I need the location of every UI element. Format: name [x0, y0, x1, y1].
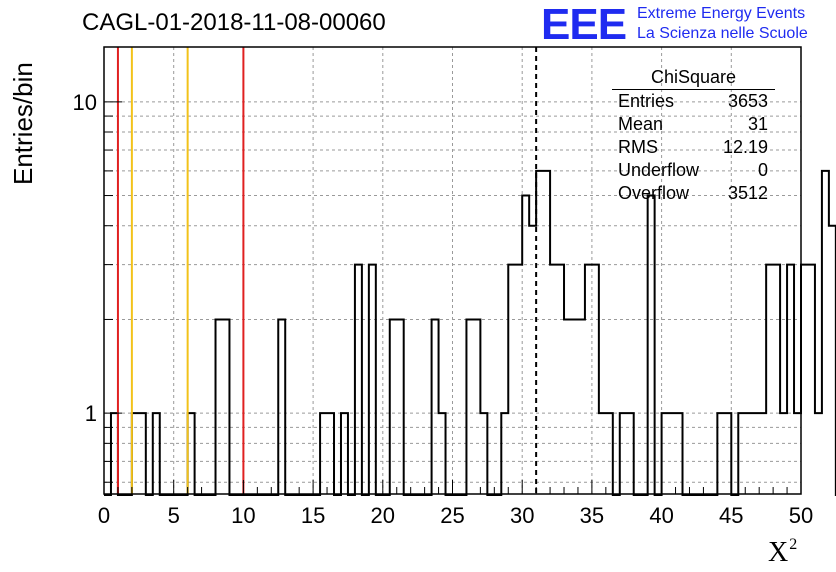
x-axis-superscript: 2 [789, 536, 798, 553]
histogram-title: CAGL-01-2018-11-08-00060 [82, 9, 386, 36]
stats-value: 0 [757, 160, 768, 180]
x-tick-label: 25 [440, 503, 464, 528]
y-axis-label: Entries/bin [8, 62, 38, 185]
stats-row-entries: Entries 3653 [612, 90, 774, 113]
stats-row-underflow: Underflow 0 [612, 159, 774, 182]
x-tick-label: 40 [649, 503, 673, 528]
stats-label: RMS [618, 137, 658, 157]
stats-box: ChiSquare Entries 3653 Mean 31 RMS 12.19… [612, 67, 775, 205]
stats-value: 3512 [727, 183, 768, 203]
eee-logo: EEE [541, 0, 627, 49]
stats-title: ChiSquare [612, 67, 775, 90]
x-axis-label: X2 [768, 536, 797, 569]
y-tick-label: 1 [85, 401, 97, 426]
x-tick-label: 35 [580, 503, 604, 528]
stats-value: 31 [747, 114, 768, 134]
x-tick-label: 15 [301, 503, 325, 528]
x-tick-label: 20 [371, 503, 395, 528]
x-tick-label: 10 [231, 503, 255, 528]
stats-value: 3653 [727, 91, 768, 111]
stats-row-rms: RMS 12.19 [612, 136, 774, 159]
x-tick-label: 30 [510, 503, 534, 528]
y-tick-label: 10 [73, 90, 97, 115]
brand-line-1: Extreme Energy Events [637, 5, 806, 22]
stats-value: 12.19 [722, 137, 768, 157]
brand-line-2: La Scienza nelle Scuole [637, 25, 808, 42]
stats-label: Overflow [618, 183, 690, 203]
x-tick-label: 45 [719, 503, 743, 528]
stats-row-overflow: Overflow 3512 [612, 182, 774, 205]
stats-row-mean: Mean 31 [612, 113, 774, 136]
x-axis-symbol: X [768, 537, 789, 568]
x-tick-label: 0 [98, 503, 110, 528]
histogram-outline [104, 169, 836, 496]
stats-label: Mean [618, 114, 664, 134]
stats-label: Entries [618, 91, 675, 111]
x-tick-label: 5 [168, 503, 180, 528]
x-tick-label: 50 [789, 503, 813, 528]
stats-label: Underflow [618, 160, 700, 180]
